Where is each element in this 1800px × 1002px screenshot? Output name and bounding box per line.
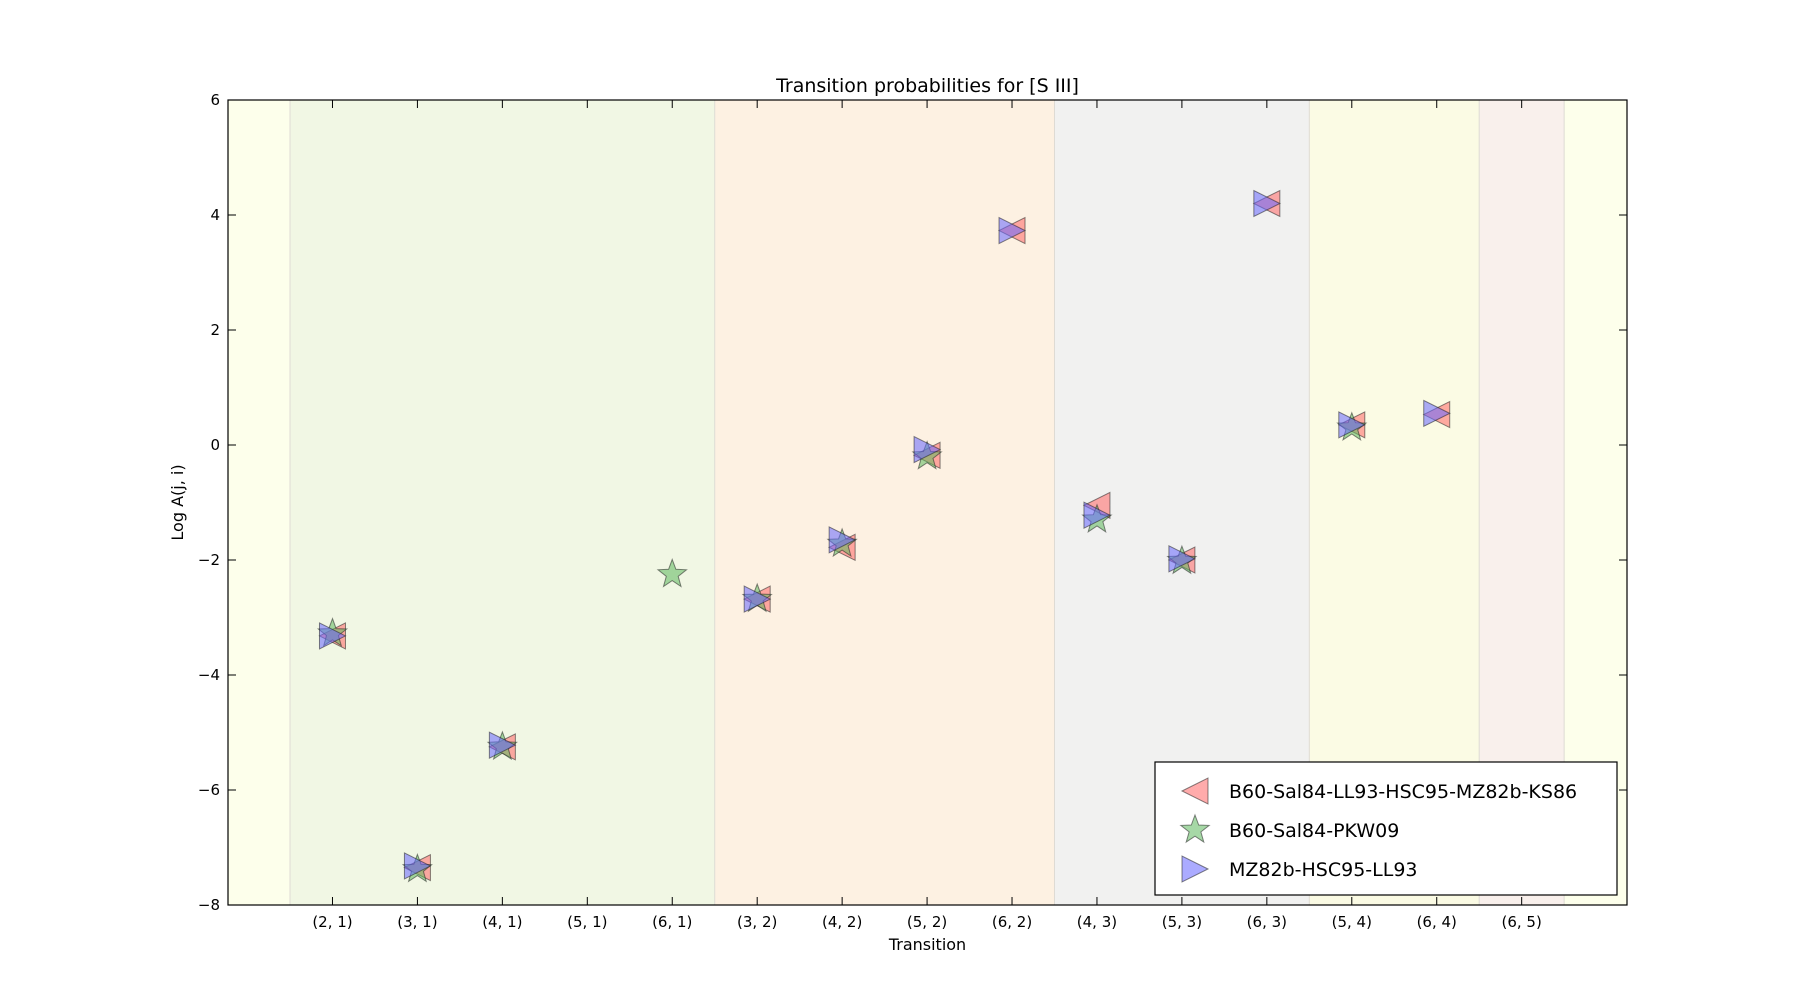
point-series-2-6 [828, 526, 857, 554]
point-series-2-13 [1423, 399, 1451, 428]
x-tick-label: (6, 5) [1502, 913, 1542, 931]
x-axis-label: Transition [888, 935, 966, 954]
legend-label-0: B60-Sal84-LL93-HSC95-MZ82b-KS86 [1229, 781, 1577, 803]
point-series-2-10 [1168, 545, 1197, 573]
x-tick-label: (6, 4) [1417, 913, 1457, 931]
x-tick-labels: (2, 1) (3, 1) (4, 1) (5, 1) (6, 1) (3, 2) (4, … [312, 913, 1542, 931]
point-series-2-1 [403, 852, 432, 880]
x-tick-label: (6, 2) [992, 913, 1032, 931]
chart-title: Transition probabilities for [S III] [775, 75, 1079, 97]
x-tick-label: (5, 1) [567, 913, 607, 931]
point-series-2-7 [913, 435, 942, 464]
x-tick-label: (4, 2) [822, 913, 862, 931]
y-tick-label: 6 [210, 91, 220, 109]
y-axis-label: Log A(j, i) [168, 464, 187, 540]
y-tick-labels: 6 4 2 0 −2 −4 −6 −8 [198, 91, 220, 914]
x-tick-label: (3, 1) [397, 913, 437, 931]
x-tick-label: (6, 1) [652, 913, 692, 931]
y-tick-label: 0 [210, 436, 220, 454]
legend-label-2: MZ82b-HSC95-LL93 [1229, 859, 1418, 881]
point-series-2-8 [998, 216, 1027, 245]
x-tick-label: (3, 2) [737, 913, 777, 931]
data-points [316, 189, 1451, 883]
band-1 [290, 100, 715, 905]
x-tick-label: (6, 3) [1247, 913, 1287, 931]
point-series-2-11 [1253, 189, 1281, 218]
y-tick-label: 4 [210, 206, 220, 224]
legend-box [1154, 761, 1618, 896]
x-tick-label: (2, 1) [312, 913, 352, 931]
y-tick-label: −6 [198, 781, 220, 799]
point-series-2-12 [1338, 411, 1366, 439]
legend-marker-2 [1181, 855, 1210, 883]
y-tick-label: −2 [198, 551, 220, 569]
x-tick-label: (4, 1) [482, 913, 522, 931]
point-series-2-0 [318, 622, 347, 650]
legend-marker-0 [1180, 777, 1209, 805]
legend: B60-Sal84-LL93-HSC95-MZ82b-KS86 B60-Sal84… [1154, 761, 1618, 896]
y-tick-label: 2 [210, 321, 220, 339]
y-tick-label: −4 [198, 666, 220, 684]
legend-marker-1 [1179, 813, 1211, 844]
point-series-1-4 [656, 557, 688, 588]
x-tick-label: (4, 3) [1077, 913, 1117, 931]
band-0 [228, 100, 291, 905]
point-series-2-2 [488, 731, 517, 759]
point-series-2-9 [1083, 501, 1112, 529]
legend-entries: B60-Sal84-LL93-HSC95-MZ82b-KS86 B60-Sal84… [1179, 777, 1577, 883]
band-2 [714, 100, 1055, 905]
x-tick-label: (5, 2) [907, 913, 947, 931]
x-tick-label: (5, 3) [1162, 913, 1202, 931]
point-series-2-5 [743, 585, 772, 613]
x-tick-label: (5, 4) [1332, 913, 1372, 931]
legend-label-1: B60-Sal84-PKW09 [1229, 820, 1399, 842]
plot-frame [227, 99, 1628, 906]
y-tick-label: −8 [198, 896, 220, 914]
